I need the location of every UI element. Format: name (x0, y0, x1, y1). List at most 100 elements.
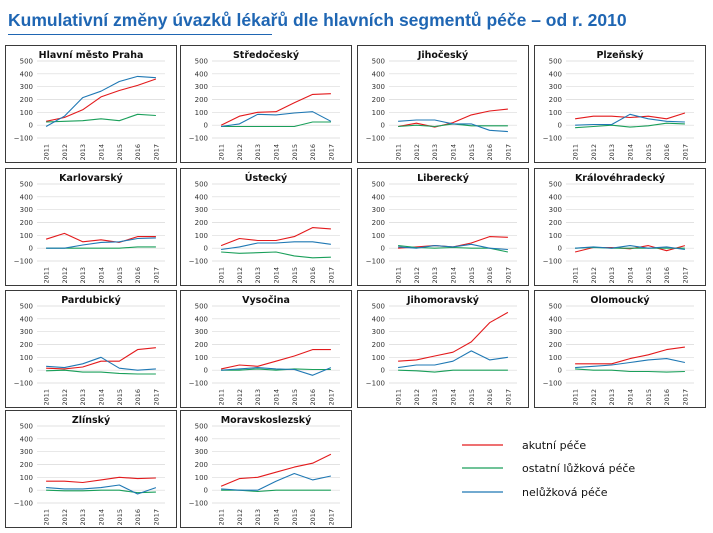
series-line-akutni-pece (575, 346, 685, 365)
x-tick-label: 2011 (572, 389, 580, 406)
y-tick-label: 200 (195, 461, 208, 469)
y-tick-label: 300 (195, 328, 208, 336)
x-tick-label: 2011 (43, 509, 51, 526)
x-tick-label: 2016 (309, 389, 317, 406)
x-tick-label: 2014 (98, 509, 106, 526)
series-line-nePluzkova-pece (398, 243, 508, 251)
x-tick-label: 2017 (504, 389, 512, 406)
y-tick-label: 500 (20, 58, 33, 66)
y-tick-label: 400 (20, 70, 33, 78)
chart-title: Liberecký (417, 173, 470, 184)
y-tick-label: 500 (20, 303, 33, 311)
x-tick-label: 2014 (450, 267, 458, 284)
x-tick-label: 2011 (43, 267, 51, 284)
y-tick-label: 500 (195, 181, 208, 189)
y-tick-label: 300 (372, 328, 385, 336)
x-tick-label: 2011 (395, 389, 403, 406)
y-tick-label: 400 (195, 315, 208, 323)
chart-panel: Ústecký −100 0 100 200 300 400 500 2011 2012 2013 2… (180, 168, 352, 286)
x-tick-label: 2017 (504, 267, 512, 284)
y-tick-label: 200 (195, 341, 208, 349)
x-tick-label: 2015 (645, 267, 653, 284)
y-tick-label: 300 (549, 206, 562, 214)
series-line-nePluzkova-pece (575, 358, 686, 369)
y-tick-label: 500 (20, 181, 33, 189)
y-tick-label: 0 (558, 367, 562, 375)
x-tick-label: 2011 (218, 267, 226, 284)
y-tick-label: 400 (20, 315, 33, 323)
series-line-akutni-pece (220, 453, 332, 487)
chart-title: Jihočeský (417, 50, 469, 61)
y-tick-label: 300 (20, 206, 33, 214)
x-tick-label: 2015 (116, 389, 124, 406)
y-tick-label: 500 (20, 423, 33, 431)
y-tick-label: 0 (29, 245, 33, 253)
series-line-ostatni-luzkova-pece (46, 489, 156, 494)
x-tick-label: 2014 (98, 267, 106, 284)
x-tick-label: 2011 (218, 144, 226, 161)
legend-label: nelůžková péče (522, 486, 608, 499)
series-line-nePluzkova-pece (398, 119, 508, 133)
x-tick-label: 2013 (79, 389, 87, 406)
series-line-akutni-pece (398, 108, 508, 128)
y-tick-label: 300 (372, 83, 385, 91)
y-tick-label: 500 (372, 58, 385, 66)
series-line-ostatni-luzkova-pece (575, 122, 685, 129)
x-tick-label: 2012 (236, 509, 244, 526)
series-line-akutni-pece (575, 112, 686, 120)
x-tick-label: 2017 (152, 267, 160, 284)
x-tick-label: 2012 (590, 389, 598, 406)
y-tick-label: 500 (195, 423, 208, 431)
x-tick-label: 2012 (236, 389, 244, 406)
x-tick-label: 2013 (254, 389, 262, 406)
y-tick-label: 300 (20, 448, 33, 456)
x-tick-label: 2012 (590, 267, 598, 284)
y-tick-label: 0 (204, 367, 208, 375)
series-line-nePluzkova-pece (46, 237, 156, 249)
page-title: Kumulativní změny úvazků lékařů dle hlav… (8, 10, 627, 30)
chart-panel: Pardubický −100 0 100 200 300 400 500 2011 2012 20… (5, 290, 177, 408)
y-tick-label: 400 (20, 193, 33, 201)
x-tick-label: 2017 (152, 144, 160, 161)
x-tick-label: 2011 (572, 144, 580, 161)
y-tick-label: −100 (14, 380, 33, 388)
y-tick-label: 200 (372, 96, 385, 104)
y-tick-label: 500 (549, 181, 562, 189)
x-tick-label: 2012 (413, 144, 421, 161)
y-tick-label: 300 (20, 83, 33, 91)
x-tick-label: 2015 (116, 509, 124, 526)
x-tick-label: 2017 (681, 144, 689, 161)
y-tick-label: 400 (195, 70, 208, 78)
x-tick-label: 2014 (627, 144, 635, 161)
y-tick-label: 300 (195, 448, 208, 456)
chart-panel: Zlínský −100 0 100 200 300 400 500 2011 2012 2013 2… (5, 410, 177, 528)
x-tick-label: 2015 (468, 267, 476, 284)
chart-title: Karlovarský (59, 173, 124, 184)
y-tick-label: 200 (549, 96, 562, 104)
y-tick-label: 500 (372, 181, 385, 189)
chart-title: Královéhradecký (575, 173, 666, 184)
y-tick-label: −100 (14, 500, 33, 508)
chart-panel: Královéhradecký −100 0 100 200 300 400 500 2011 2… (534, 168, 706, 286)
x-tick-label: 2014 (273, 267, 281, 284)
chart-frame (180, 168, 352, 286)
x-tick-label: 2013 (254, 144, 262, 161)
y-tick-label: 200 (372, 219, 385, 227)
y-tick-label: 200 (20, 461, 33, 469)
series-line-akutni-pece (220, 93, 331, 126)
x-tick-label: 2017 (327, 509, 335, 526)
y-tick-label: 200 (20, 96, 33, 104)
x-tick-label: 2015 (645, 389, 653, 406)
y-tick-label: 400 (549, 70, 562, 78)
x-tick-label: 2013 (79, 267, 87, 284)
y-tick-label: 200 (549, 219, 562, 227)
y-tick-label: 0 (558, 245, 562, 253)
x-tick-label: 2012 (61, 509, 69, 526)
y-tick-label: 100 (20, 232, 33, 240)
y-tick-label: 300 (372, 206, 385, 214)
series-line-akutni-pece (45, 232, 156, 243)
chart-frame (357, 290, 529, 408)
y-tick-label: 0 (204, 487, 208, 495)
x-tick-label: 2016 (309, 509, 317, 526)
series-line-ostatni-luzkova-pece (575, 368, 685, 373)
